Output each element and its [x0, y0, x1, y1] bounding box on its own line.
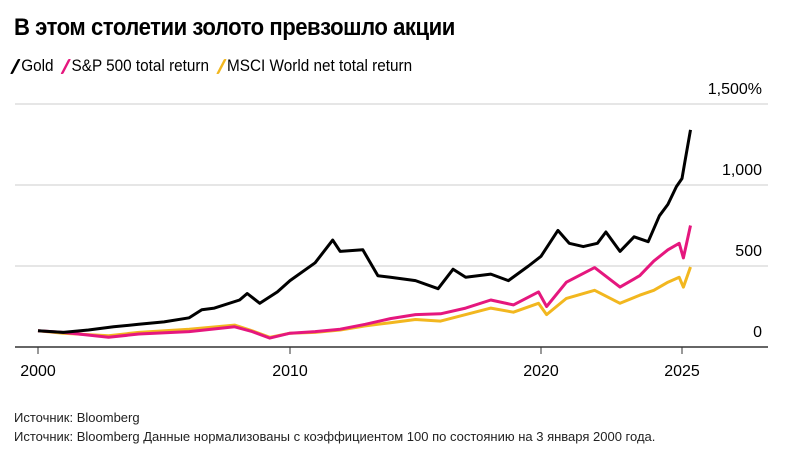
source-note-detail: Источник: Bloomberg Данные нормализованы…	[14, 429, 656, 444]
legend-item-msci: MSCI World net total return	[215, 56, 413, 76]
x-tick-label: 2000	[20, 363, 56, 380]
y-tick-label: 1,500%	[708, 81, 762, 98]
chart-plot: 0 500 1,000 1,500% 2000 2010 2020 2025	[15, 81, 768, 380]
legend-item-sp500: S&P 500 total return	[60, 56, 210, 76]
legend-label: MSCI World net total return	[227, 56, 413, 75]
y-tick-label: 0	[753, 324, 762, 341]
legend: Gold S&P 500 total return MSCI World net…	[10, 56, 413, 76]
x-tick-label: 2025	[664, 363, 700, 380]
legend-item-gold: Gold	[10, 56, 54, 76]
series-line-sp500	[37, 225, 692, 340]
y-tick-label: 1,000	[722, 162, 762, 179]
x-tick-label: 2020	[523, 363, 559, 380]
legend-label: S&P 500 total return	[71, 56, 210, 75]
x-tick-label: 2010	[272, 363, 308, 380]
series-line-gold	[37, 129, 692, 334]
legend-label: Gold	[21, 56, 54, 75]
y-tick-label: 500	[735, 243, 762, 260]
source-note: Источник: Bloomberg	[14, 410, 140, 425]
series-line-msci	[37, 266, 692, 339]
chart-title: В этом столетии золото превзошло акции	[14, 14, 455, 41]
